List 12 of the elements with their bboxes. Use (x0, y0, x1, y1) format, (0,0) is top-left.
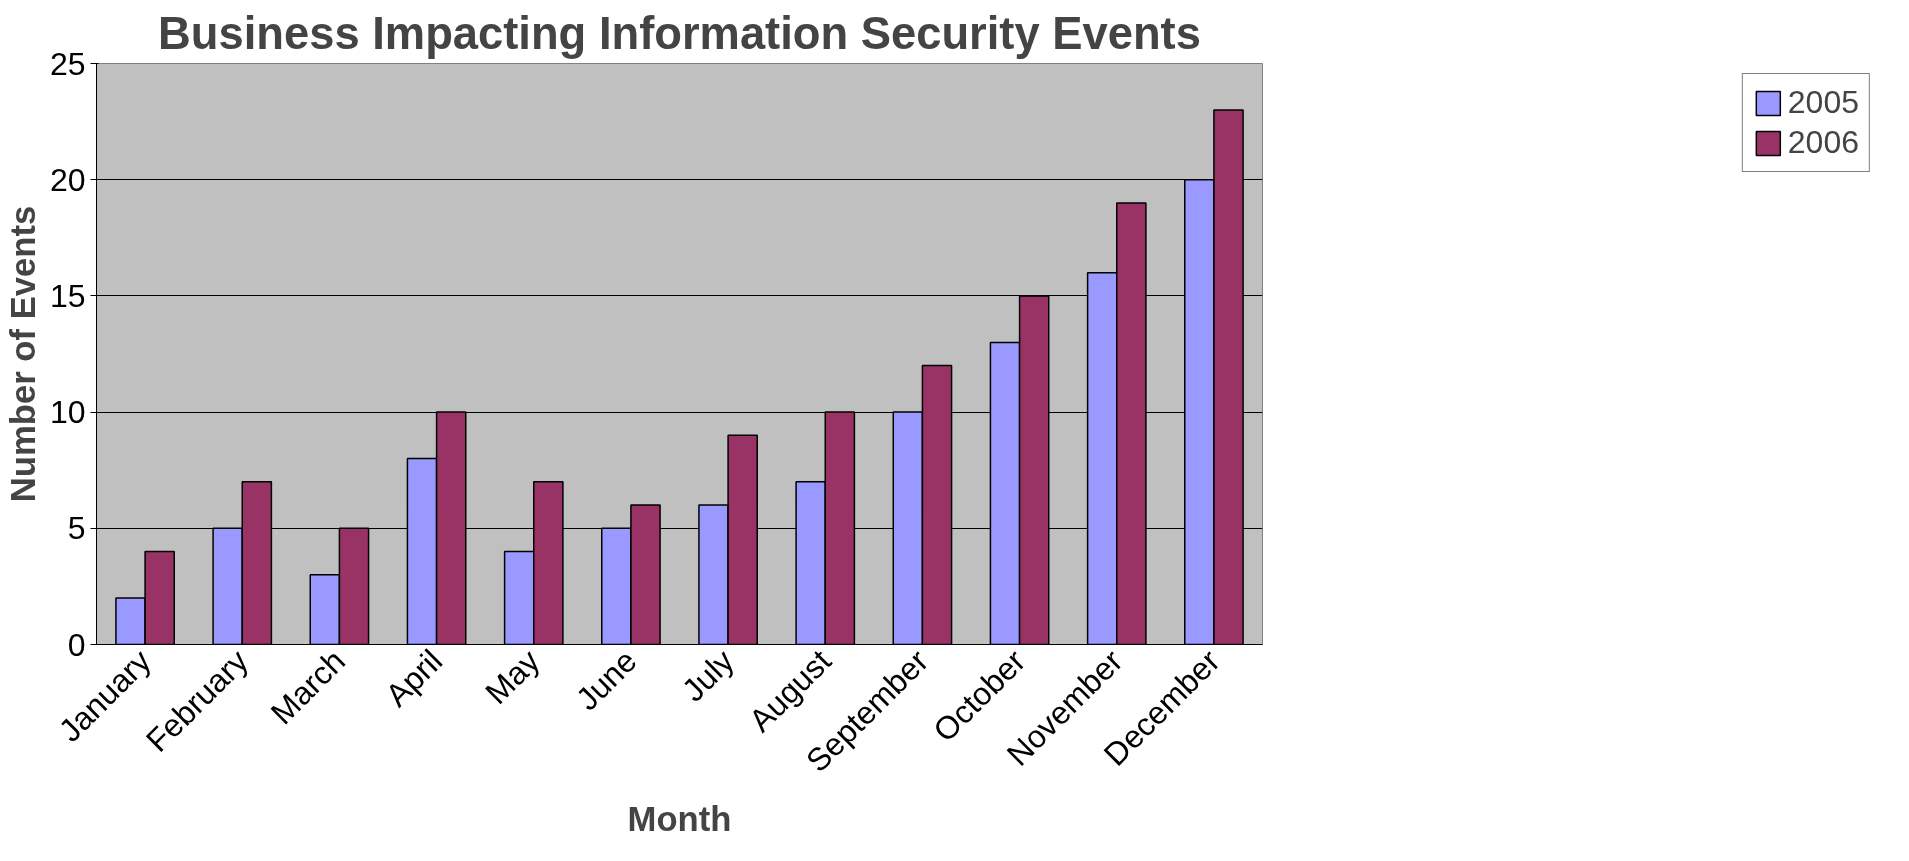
y-tick-label: 10 (49, 394, 86, 431)
y-axis-title: Number of Events (3, 205, 42, 503)
y-tick-label: 15 (49, 277, 86, 314)
legend-label: 2006 (1787, 124, 1859, 161)
x-tick-label: July (675, 642, 741, 709)
chart-title: Business Impacting Information Security Events (158, 7, 1201, 59)
y-tick-label: 25 (49, 45, 86, 82)
y-tick-label: 20 (49, 161, 86, 198)
y-tick-label: 5 (67, 510, 86, 547)
legend-label: 2005 (1787, 84, 1859, 121)
x-axis-title: Month (627, 799, 732, 838)
x-tick-label: May (478, 642, 547, 711)
